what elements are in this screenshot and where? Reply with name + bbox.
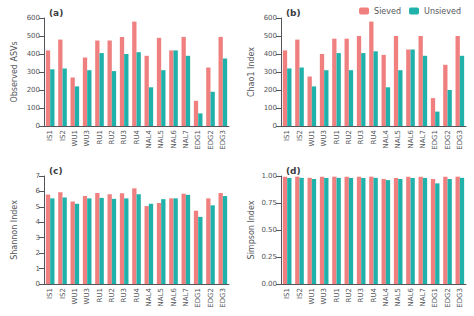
svg-text:WU1: WU1 [71,288,79,305]
svg-text:NAL7: NAL7 [419,288,427,306]
svg-text:NAL6: NAL6 [170,287,178,306]
svg-text:500: 500 [27,32,40,40]
svg-text:IS1: IS1 [283,130,291,141]
svg-text:(a): (a) [49,8,63,18]
svg-text:300: 300 [264,68,277,76]
svg-text:200: 200 [264,86,277,94]
svg-text:WU1: WU1 [71,130,79,147]
svg-text:1: 1 [36,265,40,273]
svg-text:WU3: WU3 [320,130,328,147]
svg-text:EDG3: EDG3 [219,130,227,150]
svg-text:RU4: RU4 [133,129,141,144]
svg-text:4: 4 [36,218,41,226]
svg-text:RU3: RU3 [120,130,128,144]
svg-text:3: 3 [36,234,40,242]
svg-text:IS1: IS1 [46,130,54,141]
svg-text:NAL5: NAL5 [157,288,165,306]
svg-text:NAL6: NAL6 [170,129,178,148]
svg-text:RU3: RU3 [357,130,365,144]
svg-text:EDG2: EDG2 [207,288,215,308]
svg-text:NAL6: NAL6 [407,129,415,148]
svg-text:RU1: RU1 [96,288,104,302]
svg-text:RU4: RU4 [370,129,378,144]
svg-text:NAL4: NAL4 [382,129,390,148]
svg-text:RU2: RU2 [108,288,116,302]
svg-text:Simpson Index: Simpson Index [247,200,256,259]
svg-text:IS2: IS2 [296,130,304,141]
svg-text:EDG2: EDG2 [207,130,215,150]
svg-text:NAL7: NAL7 [419,130,427,148]
svg-text:(d): (d) [286,166,301,176]
svg-text:WU3: WU3 [83,288,91,305]
svg-text:EDG1: EDG1 [431,288,439,308]
svg-text:NAL5: NAL5 [157,130,165,148]
svg-text:2: 2 [36,249,40,257]
svg-text:IS2: IS2 [59,288,67,299]
svg-text:RU1: RU1 [333,130,341,144]
svg-text:EDG1: EDG1 [431,130,439,150]
svg-text:RU2: RU2 [345,130,353,144]
svg-text:500: 500 [264,32,277,40]
svg-text:EDG3: EDG3 [456,288,464,308]
svg-text:WU3: WU3 [320,288,328,305]
svg-text:0: 0 [36,122,40,130]
svg-text:0.50: 0.50 [261,226,277,234]
svg-text:IS1: IS1 [46,288,54,299]
svg-text:0.00: 0.00 [261,280,277,288]
svg-text:IS1: IS1 [283,288,291,299]
svg-text:NAL5: NAL5 [394,130,402,148]
svg-text:200: 200 [27,86,40,94]
svg-text:Observed ASVs: Observed ASVs [10,41,19,102]
svg-text:IS2: IS2 [59,130,67,141]
svg-text:100: 100 [264,104,277,112]
svg-text:400: 400 [27,50,40,58]
svg-text:Sieved: Sieved [374,7,401,16]
svg-text:7: 7 [36,172,40,180]
svg-text:RU4: RU4 [133,287,141,302]
svg-text:RU2: RU2 [108,130,116,144]
svg-text:5: 5 [36,203,40,211]
svg-text:(c): (c) [49,166,63,176]
svg-text:NAL4: NAL4 [145,129,153,148]
svg-text:RU4: RU4 [370,287,378,302]
svg-text:IS2: IS2 [296,288,304,299]
svg-text:RU1: RU1 [96,130,104,144]
svg-text:NAL4: NAL4 [382,287,390,306]
svg-text:EDG2: EDG2 [444,288,452,308]
svg-text:Chao1 Index: Chao1 Index [247,47,256,97]
svg-text:EDG2: EDG2 [444,130,452,150]
svg-text:EDG1: EDG1 [194,130,202,150]
svg-text:EDG1: EDG1 [194,288,202,308]
svg-text:0: 0 [36,280,40,288]
svg-text:RU1: RU1 [333,288,341,302]
svg-text:NAL7: NAL7 [182,288,190,306]
svg-text:EDG3: EDG3 [219,288,227,308]
svg-text:WU1: WU1 [308,130,316,147]
svg-text:100: 100 [27,104,40,112]
svg-text:NAL5: NAL5 [394,288,402,306]
svg-text:600: 600 [27,14,40,22]
svg-text:6: 6 [36,187,41,195]
svg-text:(b): (b) [286,8,301,18]
svg-text:EDG3: EDG3 [456,130,464,150]
svg-text:RU3: RU3 [120,288,128,302]
svg-text:0: 0 [273,122,277,130]
svg-text:NAL6: NAL6 [407,287,415,306]
svg-text:0.75: 0.75 [261,199,277,207]
svg-text:RU2: RU2 [345,288,353,302]
svg-text:RU3: RU3 [357,288,365,302]
svg-text:WU1: WU1 [308,288,316,305]
svg-text:1.00: 1.00 [261,172,277,180]
svg-text:NAL7: NAL7 [182,130,190,148]
svg-text:Unsieved: Unsieved [424,7,461,16]
svg-text:400: 400 [264,50,277,58]
svg-text:300: 300 [27,68,40,76]
svg-text:0.25: 0.25 [261,253,277,261]
svg-text:Shannon Index: Shannon Index [10,200,19,260]
svg-text:NAL4: NAL4 [145,287,153,306]
svg-text:WU3: WU3 [83,130,91,147]
svg-text:600: 600 [264,14,277,22]
